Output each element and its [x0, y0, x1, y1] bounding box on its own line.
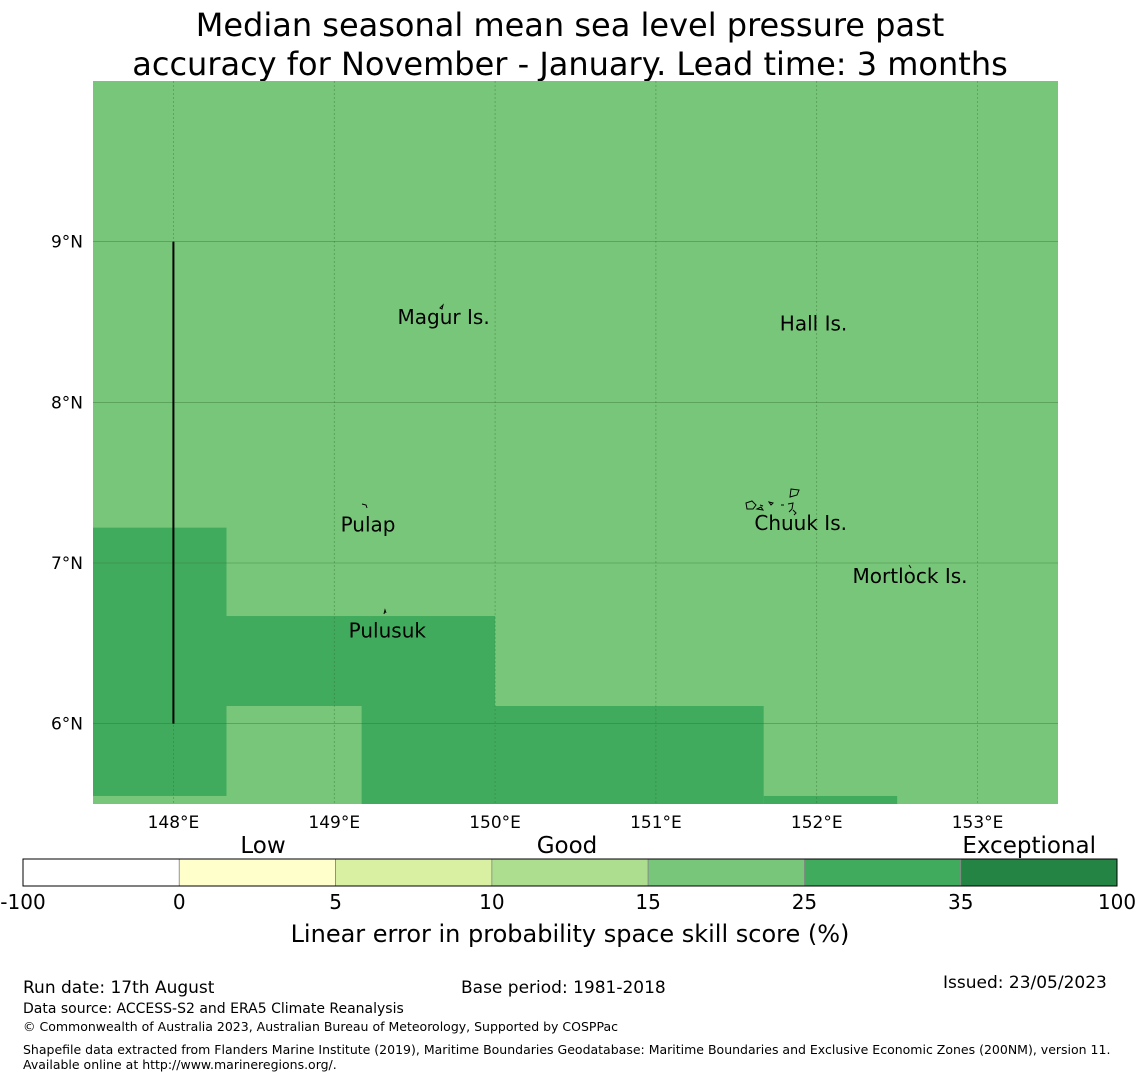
- legend-swatch: [22, 858, 180, 887]
- skill-cell-2: [226, 616, 496, 706]
- issued-date: Issued: 23/05/2023: [943, 973, 1107, 993]
- mortlock-island-outline: [908, 564, 912, 569]
- legend-tick-label: 0: [173, 890, 186, 914]
- latitude-tick-label: 6°N: [51, 715, 83, 735]
- latitude-tick-labels: 9°N 8°N 7°N 6°N: [51, 233, 83, 735]
- place-label: Hall Is.: [780, 312, 847, 336]
- copyright-notice: © Commonwealth of Australia 2023, Austra…: [23, 1019, 618, 1034]
- pulusuk-island-outline: [383, 608, 387, 615]
- legend-tick-label: 100: [1098, 890, 1136, 914]
- skill-cell-4: [495, 705, 764, 804]
- skill-cell-1: [93, 527, 227, 796]
- legend-swatch: [491, 858, 649, 887]
- skill-cell-3: [361, 705, 496, 804]
- longitude-tick-label: 150°E: [469, 813, 521, 833]
- longitude-tick-label: 148°E: [148, 813, 200, 833]
- longitude-tick-label: 151°E: [630, 813, 682, 833]
- skill-cell-5: [763, 795, 898, 804]
- place-labels: Magur Is. Hall Is. Pulap Chuuk Is. Mortlock …: [341, 305, 968, 642]
- latitude-tick-label: 8°N: [51, 393, 83, 413]
- latitude-tick-label: 7°N: [51, 554, 83, 574]
- legend-category-label: Good: [537, 833, 598, 859]
- legend-tick-labels: -100 0 5 10 15 25 35 100: [0, 890, 1136, 914]
- legend-tick-label: 35: [948, 890, 973, 914]
- legend-swatch: [960, 858, 1118, 887]
- legend-title: Linear error in probability space skill …: [291, 920, 850, 948]
- legend-tick-label: 10: [479, 890, 504, 914]
- run-date: Run date: 17th August: [23, 978, 215, 998]
- legend-category-label: Exceptional: [962, 833, 1096, 859]
- legend-swatch: [335, 858, 493, 887]
- data-source: Data source: ACCESS-S2 and ERA5 Climate …: [23, 1001, 404, 1017]
- legend-border: [22, 858, 1118, 887]
- legend-swatch: [804, 858, 962, 887]
- legend-category-label: Low: [240, 833, 285, 859]
- place-label: Magur Is.: [398, 305, 490, 329]
- map-title-line-2: accuracy for November - January. Lead ti…: [132, 45, 1008, 83]
- island-outlines: [361, 303, 912, 615]
- legend-tick-label: 5: [329, 890, 342, 914]
- skill-score-map: Magur Is. Hall Is. Pulap Chuuk Is. Mortlock …: [0, 81, 1136, 948]
- skill-cells-layer: [93, 81, 1058, 804]
- legend-tick-label: -100: [0, 890, 45, 914]
- legend-tick-label: 15: [635, 890, 660, 914]
- place-label: Chuuk Is.: [754, 511, 847, 535]
- map-title-line-1: Median seasonal mean sea level pressure …: [195, 6, 945, 44]
- pulap-island-outline: [361, 503, 368, 509]
- chuuk-lagoon-outline: [745, 488, 800, 516]
- legend-swatch: [647, 858, 805, 887]
- longitude-tick-label: 153°E: [952, 813, 1004, 833]
- longitude-tick-label: 152°E: [791, 813, 843, 833]
- base-period: Base period: 1981-2018: [461, 978, 666, 998]
- longitude-tick-labels: 148°E 149°E 150°E 151°E 152°E 153°E: [148, 813, 1004, 833]
- longitude-tick-label: 149°E: [308, 813, 360, 833]
- legend-category-labels: Low Good Exceptional: [240, 833, 1096, 859]
- latitude-tick-label: 9°N: [51, 233, 83, 253]
- legend-colorbar: [22, 858, 1118, 887]
- place-label: Pulusuk: [349, 618, 427, 642]
- legend-tick-label: 25: [792, 890, 817, 914]
- shapefile-attribution: Shapefile data extracted from Flanders M…: [23, 1042, 1111, 1072]
- magur-island-outline: [439, 303, 444, 310]
- legend-swatch: [178, 858, 336, 887]
- place-label: Mortlock Is.: [853, 564, 968, 588]
- place-label: Pulap: [341, 512, 396, 536]
